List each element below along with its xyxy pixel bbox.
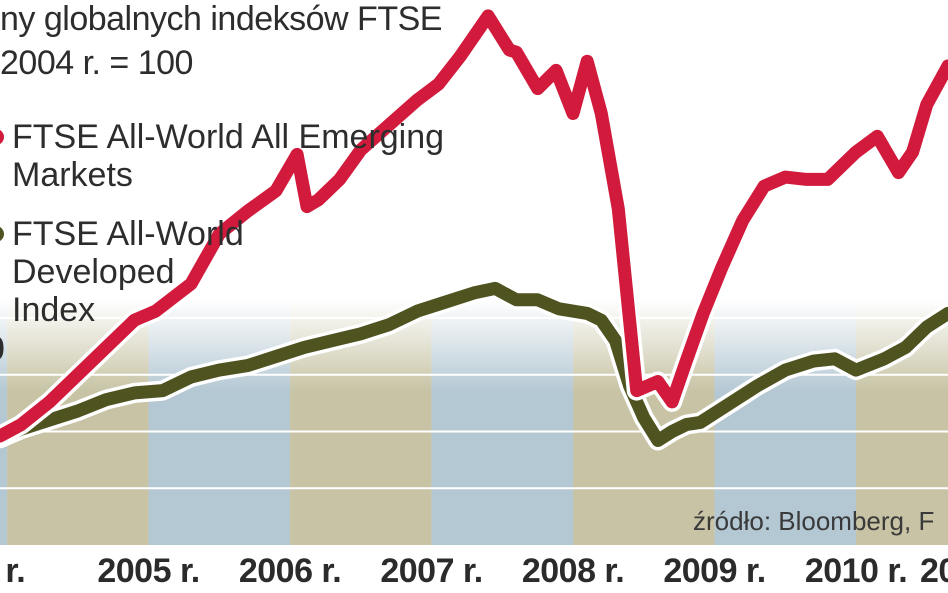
- legend-label-developed-line3: Index: [12, 291, 96, 329]
- source-note: źródło: Bloomberg, F: [693, 506, 935, 536]
- x-tick-label: 2008 r.: [521, 552, 625, 590]
- legend-label-developed-line1: FTSE All-World: [12, 215, 244, 253]
- x-tick-label: 2005 r.: [97, 552, 200, 590]
- x-tick-label: 20: [920, 552, 948, 590]
- series-line-developed: [0, 281, 948, 447]
- base-value-label: 0: [0, 330, 5, 369]
- x-tick-label: 2009 r.: [663, 552, 766, 590]
- legend-swatch-emerging: [0, 129, 4, 145]
- x-tick-label: 2006 r.: [238, 552, 342, 590]
- legend-label-emerging-line2: Markets: [12, 156, 133, 194]
- x-tick-label: 2007 r.: [380, 552, 483, 590]
- chart-title: ny globalnych indeksów FTSE: [0, 0, 442, 38]
- x-tick-label: 2010 r.: [804, 552, 908, 590]
- legend-label-developed-line2: Developed: [12, 253, 175, 291]
- x-tick-label: 4 r.: [0, 552, 26, 590]
- series-layer: [0, 5, 948, 451]
- chart-area: [0, 0, 948, 545]
- series-line-emerging: [0, 9, 948, 443]
- chart-subtitle: 2004 r. = 100: [0, 44, 193, 82]
- legend-swatch-developed: [0, 226, 4, 242]
- legend-label-emerging-line1: FTSE All-World All Emerging: [12, 118, 445, 156]
- top-fade: [0, 0, 948, 545]
